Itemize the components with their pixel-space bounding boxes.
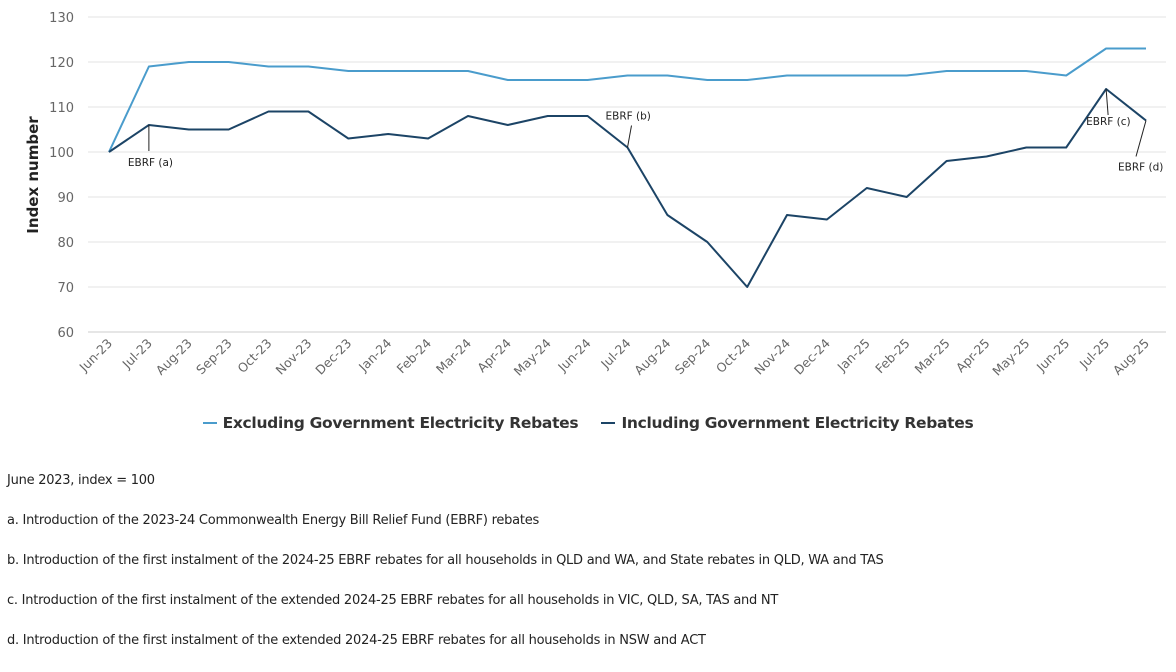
legend-label-including: Including Government Electricity Rebates <box>621 414 973 432</box>
annotation-label: EBRF (c) <box>1086 116 1130 128</box>
annotation-leader <box>628 126 632 148</box>
annotation-label: EBRF (b) <box>606 111 651 123</box>
legend-swatch-excluding <box>203 422 217 424</box>
legend-item-including[interactable]: Including Government Electricity Rebates <box>601 414 973 432</box>
x-tick-label: Dec-24 <box>791 335 833 377</box>
legend: Excluding Government Electricity Rebates… <box>0 410 1176 432</box>
legend-label-excluding: Excluding Government Electricity Rebates <box>223 414 579 432</box>
annotation-label: EBRF (a) <box>128 157 173 169</box>
legend-swatch-including <box>601 422 615 424</box>
x-tick-label: Aug-23 <box>153 336 195 378</box>
y-axis-ticks: 60 70 80 90 100 110 120 130 <box>49 11 74 341</box>
y-axis-label: Index number <box>24 116 42 234</box>
x-tick-label: Jun-24 <box>554 335 594 375</box>
note-c: c. Introduction of the first instalment … <box>7 592 884 632</box>
x-tick-label: Jul-25 <box>1076 336 1112 372</box>
x-tick-label: Mar-24 <box>433 335 474 376</box>
y-tick-label: 90 <box>57 191 74 206</box>
x-tick-label: Apr-24 <box>474 335 514 375</box>
legend-item-excluding[interactable]: Excluding Government Electricity Rebates <box>203 414 579 432</box>
y-tick-label: 60 <box>57 326 74 341</box>
x-tick-label: Oct-23 <box>234 336 274 376</box>
x-tick-label: Sep-24 <box>672 335 714 377</box>
x-tick-label: May-25 <box>989 336 1032 379</box>
series-lines <box>109 48 1146 287</box>
footnotes: June 2023, index = 100 a. Introduction o… <box>7 472 884 672</box>
x-tick-label: Dec-23 <box>312 336 354 378</box>
x-tick-label: Jan-25 <box>834 336 873 375</box>
x-tick-label: May-24 <box>511 335 554 378</box>
note-base: June 2023, index = 100 <box>7 472 884 512</box>
annotation-leader <box>1136 121 1146 157</box>
x-tick-label: Sep-23 <box>193 336 235 378</box>
x-tick-label: Nov-24 <box>751 335 793 377</box>
y-tick-label: 100 <box>49 146 74 161</box>
x-tick-label: Feb-25 <box>872 336 913 377</box>
x-tick-label: Oct-24 <box>713 335 753 375</box>
line-chart: 60 70 80 90 100 110 120 130 Index number Jun-23… <box>0 0 1176 400</box>
x-tick-label: Jun-23 <box>76 336 116 376</box>
y-tick-label: 120 <box>49 56 74 71</box>
x-tick-label: Mar-25 <box>912 336 953 377</box>
annotation-leader <box>1106 89 1108 115</box>
series-line-excluding <box>109 49 1146 153</box>
y-tick-label: 130 <box>49 11 74 26</box>
y-tick-label: 70 <box>57 281 74 296</box>
x-tick-label: Apr-25 <box>953 336 993 376</box>
x-tick-label: Aug-25 <box>1110 336 1152 378</box>
note-b: b. Introduction of the first instalment … <box>7 552 884 592</box>
x-tick-label: Aug-24 <box>631 335 673 377</box>
y-tick-label: 110 <box>49 101 74 116</box>
note-a: a. Introduction of the 2023-24 Commonwea… <box>7 512 884 552</box>
annotation-label: EBRF (d) <box>1118 162 1163 174</box>
annotations: EBRF (a) EBRF (b) EBRF (c) EBRF (d) <box>128 89 1163 174</box>
x-tick-label: Jun-25 <box>1033 336 1073 376</box>
x-tick-label: Jul-24 <box>597 335 633 371</box>
x-tick-label: Nov-23 <box>272 336 314 378</box>
x-tick-label: Jul-23 <box>119 336 155 372</box>
x-tick-label: Feb-24 <box>393 335 434 376</box>
y-tick-label: 80 <box>57 236 74 251</box>
x-tick-label: Jan-24 <box>355 335 394 374</box>
note-d: d. Introduction of the first instalment … <box>7 632 884 672</box>
